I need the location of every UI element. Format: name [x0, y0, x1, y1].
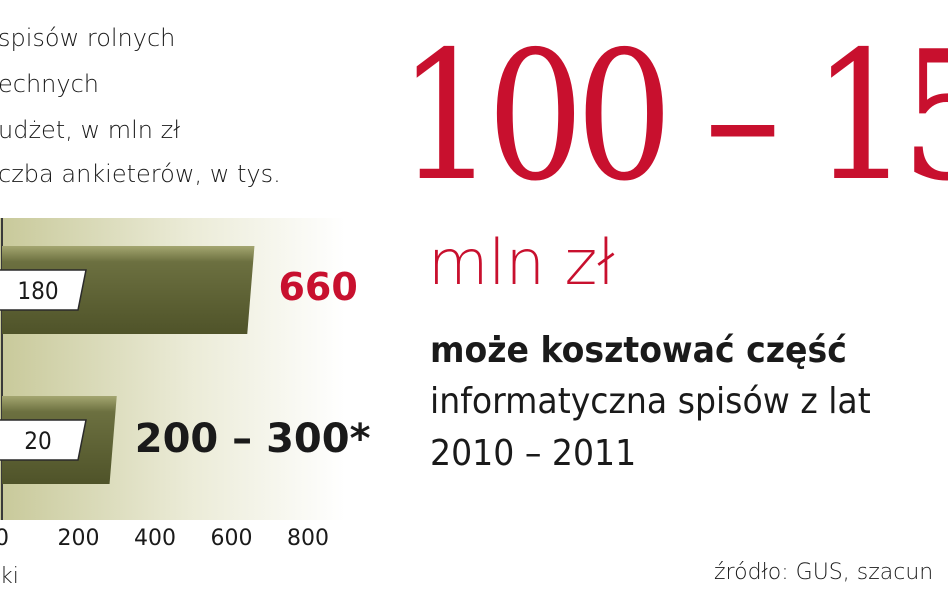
description-line-3: 2010 – 2011: [430, 433, 637, 474]
headline-range: 100 – 15: [398, 13, 948, 220]
description-line-2: informatyczna spisów z lat: [430, 381, 871, 422]
x-tick-label-2: 400: [134, 526, 176, 551]
bar-1-value-label: 660: [278, 265, 357, 309]
source-note: źródło: GUS, szacun: [714, 560, 934, 585]
bar-2-value-label: 200 – 300*: [135, 416, 371, 462]
bar-2-inner-label: 20: [24, 427, 51, 455]
legend-line-1: spisów rolnych: [0, 24, 176, 52]
x-tick-label-1: 200: [58, 526, 100, 551]
headline-unit: mln zł: [428, 226, 615, 299]
bar-1: [2, 246, 255, 334]
x-tick-label-0: 0: [0, 526, 9, 551]
axis-note: ki: [0, 564, 19, 589]
bar-2-inner-box: [0, 419, 87, 461]
legend-line-2: echnych: [0, 70, 99, 98]
bar-1-inner-box: [0, 269, 87, 311]
legend-line-4: czba ankieterów, w tys.: [0, 160, 281, 188]
legend-line-3: udżet, w mln zł: [0, 116, 181, 144]
description-line-1: może kosztować część: [430, 330, 847, 371]
x-tick-label-3: 600: [211, 526, 253, 551]
x-tick-label-4: 800: [287, 526, 329, 551]
bar-1-inner-label: 180: [17, 277, 58, 305]
